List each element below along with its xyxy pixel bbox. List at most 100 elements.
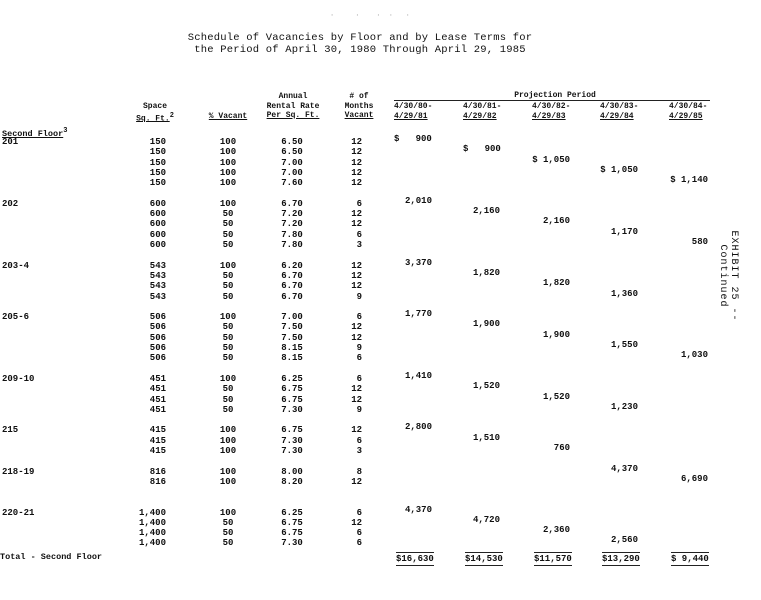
section-second-floor: Second Floor3 bbox=[2, 127, 68, 139]
cell-pct-vacant: 50 bbox=[222, 291, 234, 302]
cell-sqft: 451 bbox=[149, 384, 166, 395]
cell-sqft: 600 bbox=[149, 240, 166, 250]
total-period-5: $ 9,440 bbox=[671, 552, 709, 566]
cell-projection-2: 1,900 bbox=[472, 319, 500, 330]
scan-speck: · · · · · bbox=[330, 12, 410, 20]
cell-months: 12 bbox=[351, 332, 362, 343]
cell-pct-vacant: 50 bbox=[222, 219, 234, 230]
exhibit-label: EXHIBIT 25 -- Continued bbox=[717, 230, 739, 322]
unit-label: 215 bbox=[2, 425, 19, 436]
cell-sqft: 506 bbox=[149, 343, 166, 353]
cell-months: 6 bbox=[356, 353, 362, 364]
cell-pct-vacant: 100 bbox=[219, 476, 237, 487]
cell-sqft: 451 bbox=[149, 373, 166, 384]
cell-rate: 6.50 bbox=[281, 137, 303, 147]
cell-projection-4: 1,230 bbox=[610, 401, 638, 412]
cell-sqft: 506 bbox=[149, 312, 166, 323]
cell-projection-4: 1,550 bbox=[610, 340, 638, 350]
cell-projection-4: 1,170 bbox=[610, 226, 638, 237]
cell-projection-1: 3,370 bbox=[404, 257, 432, 268]
unit-label: 218-19 bbox=[2, 466, 35, 477]
cell-pct-vacant: 50 bbox=[222, 229, 234, 240]
cell-pct-vacant: 50 bbox=[222, 343, 234, 353]
cell-months: 12 bbox=[351, 517, 362, 528]
document-title-line-2: the Period of April 30, 1980 Through Apr… bbox=[194, 44, 526, 56]
cell-projection-4: 2,560 bbox=[610, 535, 638, 546]
cell-projection-1: 1,410 bbox=[404, 370, 432, 381]
cell-months: 12 bbox=[351, 137, 362, 147]
cell-projection-4: $ 1,050 bbox=[600, 164, 638, 175]
cell-projection-5: 580 bbox=[691, 237, 708, 247]
cell-rate: 7.30 bbox=[281, 446, 303, 456]
cell-months: 6 bbox=[356, 229, 362, 240]
cell-pct-vacant: 50 bbox=[222, 394, 234, 405]
cell-pct-vacant: 50 bbox=[222, 281, 234, 292]
cell-months: 12 bbox=[351, 147, 362, 158]
cell-pct-vacant: 50 bbox=[222, 270, 234, 281]
cell-rate: 8.15 bbox=[281, 353, 303, 364]
cell-sqft: 150 bbox=[149, 178, 166, 189]
cell-rate: 6.70 bbox=[281, 270, 303, 281]
cell-months: 12 bbox=[351, 219, 362, 230]
cell-sqft: 1,400 bbox=[138, 517, 166, 528]
cell-sqft: 543 bbox=[149, 291, 166, 302]
cell-sqft: 543 bbox=[149, 281, 166, 292]
cell-projection-4: 4,370 bbox=[610, 463, 638, 474]
cell-rate: 7.80 bbox=[281, 229, 303, 240]
cell-projection-4: 1,360 bbox=[610, 288, 638, 299]
cell-rate: 6.25 bbox=[281, 507, 303, 518]
cell-rate: 7.50 bbox=[281, 322, 303, 333]
cell-rate: 7.30 bbox=[281, 435, 303, 446]
cell-rate: 8.20 bbox=[281, 476, 303, 487]
cell-pct-vacant: 100 bbox=[219, 446, 237, 456]
cell-rate: 8.15 bbox=[281, 343, 303, 353]
cell-months: 6 bbox=[356, 312, 362, 323]
unit-label: 220-21 bbox=[2, 507, 35, 518]
cell-projection-3: 2,160 bbox=[542, 216, 570, 227]
cell-sqft: 1,400 bbox=[138, 538, 166, 549]
cell-rate: 7.80 bbox=[281, 240, 303, 250]
header-projection-period: Projection Period bbox=[514, 91, 596, 100]
cell-pct-vacant: 100 bbox=[219, 198, 237, 209]
cell-projection-3: 1,520 bbox=[542, 391, 570, 402]
cell-pct-vacant: 100 bbox=[219, 373, 237, 384]
cell-sqft: 1,400 bbox=[138, 528, 166, 539]
cell-projection-3: $ 1,050 bbox=[532, 154, 570, 165]
cell-sqft: 150 bbox=[149, 147, 166, 158]
cell-pct-vacant: 100 bbox=[219, 312, 237, 323]
cell-pct-vacant: 100 bbox=[219, 167, 237, 178]
cell-sqft: 415 bbox=[149, 446, 166, 456]
cell-pct-vacant: 100 bbox=[219, 147, 237, 158]
cell-pct-vacant: 100 bbox=[219, 435, 237, 446]
cell-projection-2: 2,160 bbox=[472, 206, 500, 217]
cell-months: 12 bbox=[351, 209, 362, 220]
cell-projection-3: 1,900 bbox=[542, 329, 570, 340]
cell-rate: 7.50 bbox=[281, 332, 303, 343]
unit-label: 202 bbox=[2, 198, 19, 209]
cell-months: 3 bbox=[356, 446, 362, 456]
cell-projection-5: 1,030 bbox=[680, 350, 708, 361]
cell-pct-vacant: 50 bbox=[222, 322, 234, 333]
header-period-2: 4/30/81- 4/29/82 bbox=[463, 102, 502, 121]
cell-rate: 6.25 bbox=[281, 373, 303, 384]
cell-months: 8 bbox=[356, 466, 362, 477]
cell-sqft: 451 bbox=[149, 404, 166, 415]
unit-label: 203-4 bbox=[2, 260, 30, 271]
cell-sqft: 150 bbox=[149, 167, 166, 178]
cell-pct-vacant: 50 bbox=[222, 384, 234, 395]
unit-label: 205-6 bbox=[2, 312, 30, 323]
total-period-1: $16,630 bbox=[396, 552, 434, 566]
cell-sqft: 816 bbox=[149, 466, 166, 477]
cell-rate: 6.75 bbox=[281, 384, 303, 395]
cell-pct-vacant: 50 bbox=[222, 404, 234, 415]
cell-months: 3 bbox=[356, 240, 362, 250]
cell-projection-1: $ 900 bbox=[394, 134, 432, 144]
cell-months: 12 bbox=[351, 384, 362, 395]
cell-projection-1: 1,770 bbox=[404, 309, 432, 320]
cell-months: 6 bbox=[356, 373, 362, 384]
header-months: # of Months Vacant bbox=[344, 92, 374, 120]
cell-sqft: 600 bbox=[149, 219, 166, 230]
cell-months: 9 bbox=[356, 291, 362, 302]
header-space: Space Sq. Ft.2 bbox=[136, 102, 174, 124]
unit-label: 209-10 bbox=[2, 373, 35, 384]
